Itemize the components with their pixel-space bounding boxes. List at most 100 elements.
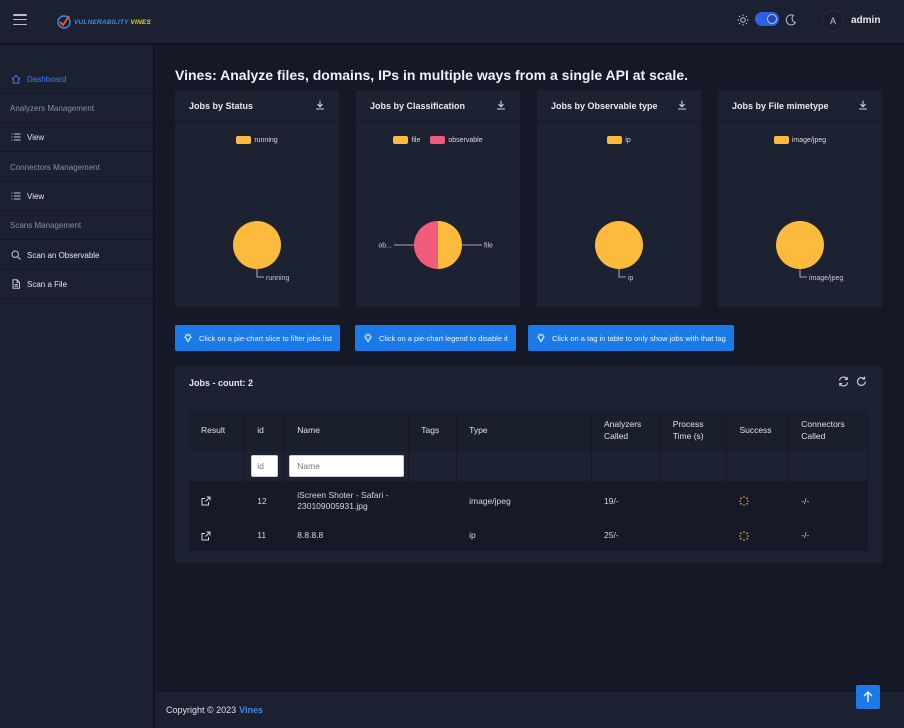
id-filter-input[interactable] (251, 454, 279, 477)
scroll-to-top-button[interactable] (856, 685, 880, 709)
slice-label: ip (628, 275, 634, 282)
top-navbar: VULNERABILITY VINES A admin (0, 0, 904, 44)
cell-tags (408, 521, 458, 551)
table-row[interactable]: 12 iScreen Shoter - Safari -230109005931… (189, 481, 868, 521)
pie-chart[interactable]: ip (537, 122, 701, 307)
cell-success (726, 481, 790, 521)
tip-button-tag-filter[interactable]: Click on a tag in table to only show job… (528, 325, 734, 351)
pie-slice[interactable] (595, 221, 643, 269)
pie-chart[interactable]: running (175, 122, 339, 307)
external-link-icon[interactable] (201, 531, 211, 541)
tip-label: Click on a tag in table to only show job… (552, 333, 726, 343)
sidebar-section-connectors: Connectors Management (0, 153, 154, 182)
sync-icon[interactable] (838, 376, 849, 387)
home-icon (11, 74, 21, 84)
sidebar-item-label: Scan an Observable (27, 250, 100, 260)
column-header-type[interactable]: Type (456, 410, 592, 451)
list-icon (11, 192, 21, 200)
pie-slice[interactable] (776, 221, 824, 269)
download-icon[interactable] (858, 100, 868, 110)
header-line: Time (s) (672, 430, 704, 441)
sidebar-item-connectors-view[interactable]: View (0, 182, 154, 211)
chart-legend: running (175, 136, 339, 144)
legend-swatch (430, 136, 446, 144)
slice-label: image/jpeg (809, 275, 843, 282)
legend-label: file (411, 136, 421, 144)
pie-slice[interactable] (414, 221, 438, 269)
column-header-tags[interactable]: Tags (408, 410, 458, 451)
legend-swatch (393, 136, 409, 144)
column-header-analyzers[interactable]: Analyzers Called (591, 410, 661, 451)
download-icon[interactable] (315, 100, 325, 110)
app-logo[interactable]: VULNERABILITY VINES (57, 12, 151, 32)
jobs-panel: Jobs - count: 2 Result id Name Tags Type… (175, 366, 882, 563)
legend-label: observable (448, 136, 483, 144)
logo-text-b: VINES (130, 18, 152, 26)
chart-card-file-mimetype: Jobs by File mimetype image/jpeg image/j… (718, 90, 882, 307)
cell-analyzers: 19/- (591, 481, 661, 521)
header-line: Called (603, 430, 629, 441)
slice-label-line (799, 269, 807, 278)
theme-toggle[interactable] (755, 12, 779, 26)
username[interactable]: admin (851, 15, 881, 26)
sidebar-item-analyzers-view[interactable]: View (0, 123, 154, 152)
slice-label: file (484, 243, 493, 250)
cell-success (726, 521, 790, 551)
pie-chart[interactable]: file ob... (356, 122, 520, 307)
header-line: Analyzers (603, 419, 642, 430)
tip-label: Click on a pie-chart legend to disable i… (379, 333, 508, 343)
name-filter-input[interactable] (289, 454, 405, 477)
sidebar-item-scan-file[interactable]: Scan a File (0, 270, 154, 299)
legend-label: running (254, 136, 278, 144)
menu-toggle-icon[interactable] (13, 14, 27, 26)
column-header-result[interactable]: Result (189, 410, 246, 451)
pie-chart[interactable]: image/jpeg (718, 122, 882, 307)
header-line: Process (672, 419, 704, 430)
tip-button-legend-disable[interactable]: Click on a pie-chart legend to disable i… (355, 325, 516, 351)
sidebar-item-label: View (27, 132, 45, 142)
sun-icon[interactable] (737, 14, 749, 26)
download-icon[interactable] (677, 100, 687, 110)
sidebar-section-scans: Scans Management (0, 211, 154, 240)
column-header-process-time[interactable]: Process Time (s) (660, 410, 728, 451)
lightbulb-icon (184, 333, 192, 343)
footer-brand-link[interactable]: Vines (239, 705, 264, 715)
slice-label-line (256, 269, 264, 278)
tip-button-slice-filter[interactable]: Click on a pie-chart slice to filter job… (175, 325, 340, 351)
jobs-table: Result id Name Tags Type Analyzers Called… (189, 410, 868, 551)
legend-item[interactable]: running (236, 136, 278, 144)
avatar[interactable]: A (822, 10, 844, 32)
cell-connectors: -/- (788, 481, 868, 521)
download-icon[interactable] (496, 100, 506, 110)
legend-swatch (236, 136, 252, 144)
pie-slice[interactable] (438, 221, 462, 269)
pie-slice[interactable] (233, 221, 281, 269)
moon-icon[interactable] (785, 14, 797, 26)
sidebar-item-dashboard[interactable]: Dashboard (0, 65, 154, 94)
column-header-success[interactable]: Success (726, 410, 790, 451)
legend-item[interactable]: file (393, 136, 420, 144)
legend-item[interactable]: observable (430, 136, 483, 144)
legend-swatch (773, 136, 789, 144)
cell-connectors: -/- (788, 521, 868, 551)
column-header-name[interactable]: Name (284, 410, 410, 451)
external-link-icon[interactable] (201, 496, 211, 506)
cell-process-time (660, 521, 728, 551)
slice-label: ob... (378, 243, 392, 250)
legend-item[interactable]: image/jpeg (773, 136, 826, 144)
search-icon (11, 250, 21, 260)
copyright-text: Copyright © 2023 (166, 705, 237, 715)
legend-item[interactable]: ip (607, 136, 631, 144)
chart-card-classification: Jobs by Classification file observable fi… (356, 90, 520, 307)
table-row[interactable]: 11 8.8.8.8 ip 25/- -/- (189, 521, 868, 551)
table-header-row: Result id Name Tags Type Analyzers Called… (189, 410, 868, 451)
shield-check-logo-icon (57, 15, 71, 29)
cell-id: 11 (244, 521, 286, 551)
sidebar-item-scan-observable[interactable]: Scan an Observable (0, 241, 154, 270)
tip-label: Click on a pie-chart slice to filter job… (199, 333, 332, 343)
refresh-icon[interactable] (856, 376, 867, 387)
column-header-id[interactable]: id (244, 410, 286, 451)
column-header-connectors[interactable]: Connectors Called (788, 410, 868, 451)
slice-label-line (618, 269, 626, 278)
slice-label: running (266, 275, 289, 282)
